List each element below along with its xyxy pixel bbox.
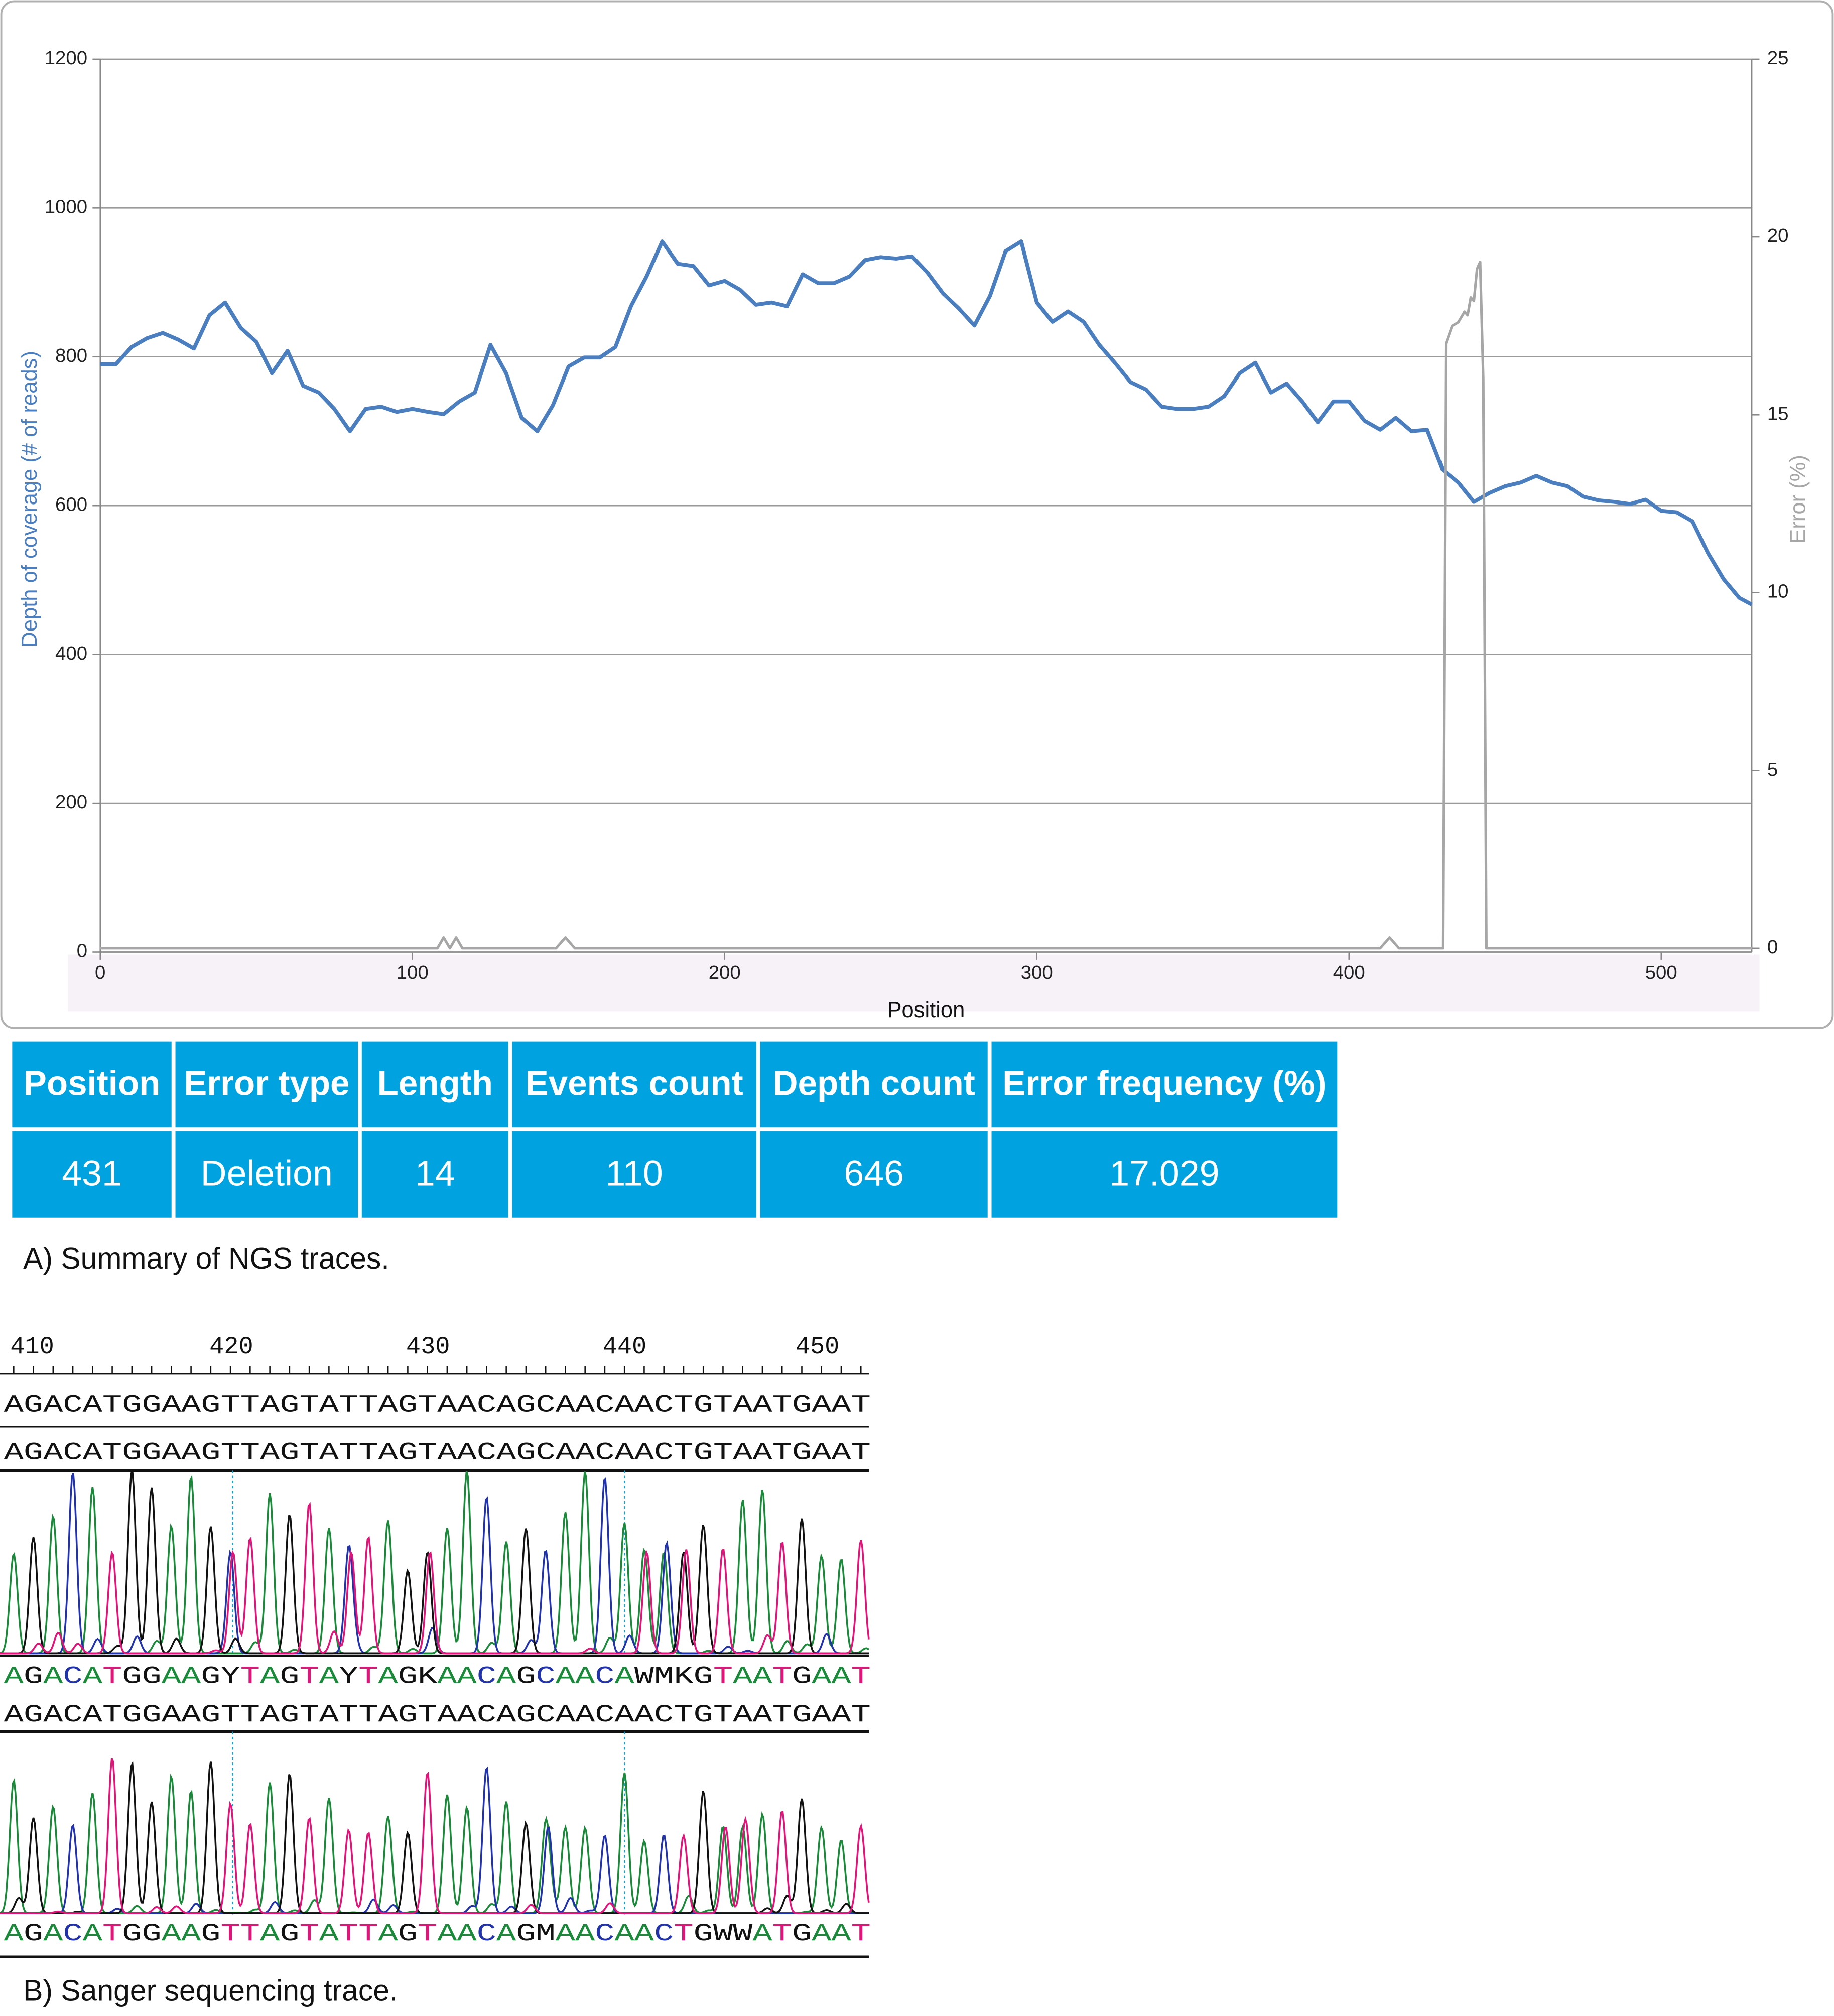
y-axis-label: Depth of coverage (# of reads)	[18, 351, 42, 648]
trace-peak	[0, 1758, 870, 1914]
table-header: Depth count	[773, 1063, 975, 1102]
table-cell	[171, 1127, 362, 1222]
table-cell-text: 110	[606, 1153, 663, 1193]
y-tick-label: 400	[55, 643, 87, 664]
chart-frame	[0, 0, 1834, 1029]
x-tick-label: 400	[1333, 962, 1365, 983]
table-header: Events count	[526, 1063, 743, 1102]
trace-peak	[0, 1470, 869, 1655]
y-tick-label: 0	[77, 940, 87, 962]
table-cell	[756, 1127, 992, 1222]
y-tick-label: 200	[55, 791, 87, 813]
table-cell-text: 646	[844, 1153, 904, 1193]
table-cell	[358, 1127, 512, 1222]
ruler-label: 430	[406, 1333, 450, 1361]
table-cell	[756, 1037, 992, 1132]
table-cell	[8, 1127, 176, 1222]
trace-peak	[0, 1760, 869, 1914]
table-header: Length	[377, 1063, 493, 1102]
sequence-row: AGACATGGAAGTTAGTATTAGTAACAGCAACAACTGTAAT…	[4, 1701, 871, 1729]
x-tick-label: 0	[95, 962, 105, 983]
table-cell	[508, 1127, 760, 1222]
x-axis-label: Position	[887, 998, 965, 1022]
y2-tick-label: 20	[1767, 225, 1789, 246]
sequence-row: AGACATGGAAGTTAGTATTAGTAACAGCAACAACTGTAAT…	[4, 1391, 871, 1419]
y2-axis-label: Error (%)	[1786, 455, 1810, 544]
chart: 0 200 400 600 800 1000 1200 0 5 10 15 20 25 0 100 200 30…	[18, 47, 1810, 1022]
table-cell-text: 431	[62, 1153, 122, 1193]
x-tick-label: 200	[709, 962, 741, 983]
table-header: Position	[24, 1063, 161, 1102]
y2-tick-label: 0	[1767, 936, 1778, 958]
y-tick-label: 1200	[45, 47, 87, 69]
y2-tick-label: 25	[1767, 47, 1789, 69]
table-cell	[358, 1037, 512, 1132]
table-cell	[987, 1037, 1342, 1132]
caption: B) Sanger sequencing trace.	[23, 1974, 398, 2007]
ruler-label: 440	[603, 1333, 647, 1361]
x-tick-label: 100	[397, 962, 429, 983]
caption: A) Summary of NGS traces.	[23, 1242, 389, 1275]
table-cell-text: 17.029	[1109, 1153, 1219, 1193]
table-cell	[987, 1127, 1342, 1222]
y2-tick-label: 5	[1767, 759, 1778, 780]
y-tick-label: 1000	[45, 196, 87, 217]
x-axis-band	[68, 954, 1760, 1012]
y-tick-label: 600	[55, 493, 87, 515]
table-header: Error type	[184, 1063, 349, 1102]
table: Position Error type Length Events count Dept…	[8, 1037, 1342, 1222]
sequence-row: AGACATGGAAGTTAGTATTAGTAACAGCAACAACTGTAAT…	[4, 1438, 871, 1466]
ruler-label: 420	[209, 1333, 253, 1361]
table-cell-text: 14	[415, 1153, 455, 1193]
y2-tick-label: 15	[1767, 403, 1789, 424]
data-line	[100, 239, 1753, 606]
ruler-label: 410	[10, 1333, 54, 1361]
table-header: Error frequency (%)	[1002, 1063, 1326, 1102]
data-line	[100, 261, 1752, 950]
y2-tick-label: 10	[1767, 581, 1789, 602]
x-tick-label: 300	[1021, 962, 1053, 983]
table-cell-text: Deletion	[201, 1153, 333, 1193]
sanger-trace: 410 420 430 440 450 AGACATGGAAGTTAGTATTAGTAAC…	[0, 1333, 871, 1958]
trace-peak	[0, 1502, 870, 1655]
x-tick-label: 500	[1645, 962, 1677, 983]
ruler-label: 450	[796, 1333, 840, 1361]
y-tick-label: 800	[55, 345, 87, 366]
